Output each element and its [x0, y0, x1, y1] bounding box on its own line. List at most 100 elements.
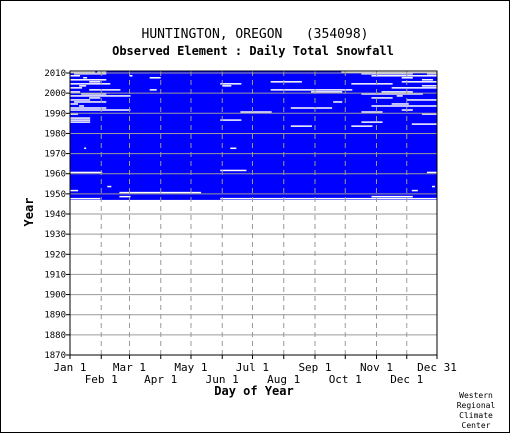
missing-data-streak [371, 75, 439, 77]
y-tick-label: 1890 [44, 311, 66, 321]
x-tick-label: Nov 1 [360, 361, 393, 374]
missing-data-streak [361, 93, 423, 95]
missing-data-streak [74, 73, 107, 75]
missing-data-streak [371, 105, 439, 107]
y-tick-label: 1960 [44, 170, 66, 180]
missing-data-streak [421, 85, 439, 87]
missing-data-streak [70, 189, 79, 192]
missing-data-streak [74, 101, 107, 103]
missing-data-streak [391, 103, 409, 105]
missing-data-streak [70, 197, 101, 200]
missing-data-streak [83, 77, 88, 79]
x-axis-label: Day of Year [214, 384, 293, 398]
y-tick-label: 2010 [44, 69, 66, 79]
missing-data-streak [351, 83, 393, 85]
missing-data-streak [381, 91, 413, 93]
missing-data-streak [79, 85, 87, 87]
missing-data-streak [401, 77, 413, 79]
missing-data-streak [149, 77, 161, 79]
x-axis: Jan 1 Mar 1 May 1 Jul 1 Sep 1 Nov 1 Dec 31 Feb … [53, 355, 457, 386]
x-tick-label: Jan 1 [53, 361, 86, 374]
x-tick-label: Jul 1 [236, 361, 269, 374]
missing-data-streak [149, 89, 157, 91]
missing-data-streak [411, 123, 439, 125]
missing-data-streak [89, 81, 101, 83]
missing-data-streak [89, 97, 101, 99]
missing-data-streak [70, 121, 91, 123]
y-tick-label: 1940 [44, 210, 66, 220]
missing-data-streak [426, 73, 439, 75]
x-tick-label: Aug 1 [267, 373, 300, 386]
x-tick-label: Mar 1 [113, 361, 146, 374]
data-block [70, 71, 437, 200]
missing-data-streak [79, 105, 85, 107]
x-tick-label: Dec 31 [417, 361, 457, 374]
missing-data-streak [220, 169, 247, 172]
credit-line-3: Climate [459, 411, 493, 420]
missing-data-streak [426, 171, 439, 174]
missing-data-streak [84, 147, 87, 150]
missing-data-streak [107, 185, 112, 188]
missing-data-streak [70, 99, 91, 101]
missing-data-streak [333, 101, 343, 103]
credit-line-4: Center [461, 421, 491, 430]
missing-data-streak [89, 89, 121, 91]
missing-data-streak [70, 109, 131, 111]
missing-data-streak [119, 191, 202, 194]
missing-data-streak [396, 95, 403, 97]
missing-data-streak [406, 99, 439, 101]
missing-data-streak [310, 91, 343, 93]
y-tick-label: 1990 [44, 109, 66, 119]
missing-data-streak [119, 195, 131, 198]
missing-data-streak [81, 93, 107, 95]
missing-data-streak [411, 189, 418, 192]
y-tick-label: 1900 [44, 291, 66, 301]
missing-data-streak [290, 125, 312, 127]
missing-data-streak [70, 113, 79, 115]
missing-data-streak [70, 103, 79, 105]
missing-data-streak [97, 71, 107, 73]
missing-data-streak [391, 87, 439, 89]
missing-data-streak [220, 119, 242, 121]
missing-data-streak [70, 79, 107, 81]
missing-data-streak [70, 171, 103, 174]
y-axis: 2010 2000 1990 1980 1970 1960 1950 1940 1930 1920… [44, 69, 70, 361]
credit-line-2: Regional [456, 401, 496, 410]
missing-data-streak [70, 95, 131, 97]
missing-data-streak [341, 71, 439, 73]
missing-data-streak [129, 75, 133, 77]
x-tick-label: Feb 1 [85, 373, 118, 386]
missing-data-streak [70, 75, 81, 77]
missing-data-streak [70, 87, 83, 89]
x-tick-label: Sep 1 [298, 361, 331, 374]
missing-data-streak [361, 121, 383, 123]
missing-data-streak [70, 91, 81, 93]
plot-border [69, 70, 438, 356]
missing-data-streak [371, 195, 413, 198]
y-tick-label: 1950 [44, 190, 66, 200]
missing-data-streak [361, 111, 383, 113]
missing-data-streak [70, 107, 107, 109]
chart-title: HUNTINGTON, OREGON (354098) [142, 27, 369, 42]
x-tick-label: Jun 1 [206, 373, 239, 386]
missing-data-streak [70, 71, 96, 73]
missing-data-streak [70, 119, 91, 121]
credit-line-1: Western [459, 391, 493, 400]
missing-data-streak [270, 81, 302, 83]
y-tick-label: 1910 [44, 270, 66, 280]
missing-data-streak [401, 81, 439, 83]
missing-data-streak [270, 89, 353, 91]
missing-data-streak [431, 185, 435, 188]
x-tick-label: May 1 [174, 361, 207, 374]
y-tick-label: 1930 [44, 230, 66, 240]
missing-data-streak [371, 97, 393, 99]
missing-data-streak [222, 85, 232, 87]
wrcc-credit: Western Regional Climate Center [448, 391, 504, 431]
missing-data-streak [230, 147, 237, 150]
y-tick-label: 1920 [44, 250, 66, 260]
missing-data-streak [240, 111, 272, 113]
y-axis-label: Year [22, 198, 36, 227]
missing-data-streak [421, 79, 433, 81]
y-tick-label: 1870 [44, 351, 66, 361]
